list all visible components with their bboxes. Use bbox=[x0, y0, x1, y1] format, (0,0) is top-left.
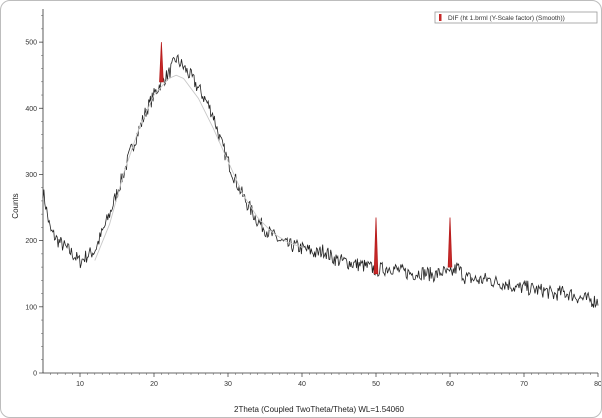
y-axis-label: Counts bbox=[11, 193, 20, 218]
dif-peak-marker bbox=[373, 217, 379, 275]
y-tick-label: 500 bbox=[25, 40, 37, 47]
ticks: 10 20 30 40 50 60 70 80 0 100 200 300 400 500 bbox=[25, 15, 601, 388]
y-tick-label: 0 bbox=[33, 371, 37, 378]
x-tick-label: 50 bbox=[372, 381, 380, 388]
x-tick-label: 80 bbox=[594, 381, 601, 388]
legend-box bbox=[434, 11, 598, 24]
x-tick-label: 20 bbox=[150, 381, 158, 388]
y-tick-label: 400 bbox=[25, 106, 37, 113]
dif-peak-marker bbox=[159, 42, 164, 83]
x-tick-label: 40 bbox=[298, 381, 306, 388]
y-tick-label: 100 bbox=[25, 304, 37, 311]
series-background-line bbox=[94, 74, 303, 261]
dif-peak-marker bbox=[447, 217, 453, 268]
x-tick-label: 30 bbox=[224, 381, 232, 388]
curves bbox=[42, 53, 599, 309]
peaks bbox=[159, 42, 453, 275]
series-pattern-line bbox=[42, 53, 599, 309]
x-axis-label: 2Theta (Coupled TwoTheta/Theta) WL=1.540… bbox=[234, 405, 405, 414]
axes bbox=[42, 9, 598, 374]
y-tick-label: 200 bbox=[25, 238, 37, 245]
x-tick-label: 60 bbox=[446, 381, 454, 388]
y-tick-label: 300 bbox=[25, 172, 37, 179]
x-tick-label: 70 bbox=[520, 381, 528, 388]
legend: DIF (ht 1.brml (Y-Scale factor) (Smooth)… bbox=[434, 11, 598, 24]
legend-swatch bbox=[439, 14, 442, 21]
legend-label: DIF (ht 1.brml (Y-Scale factor) (Smooth)… bbox=[448, 15, 565, 22]
x-tick-label: 10 bbox=[76, 381, 84, 388]
